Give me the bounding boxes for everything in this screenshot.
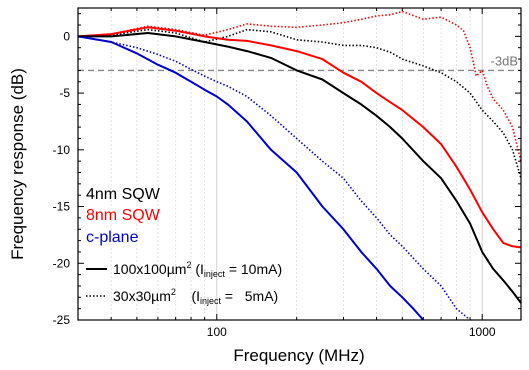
legend-solid-sup: 2 [186, 260, 191, 270]
y-tick-label: -25 [53, 313, 71, 327]
legend-dotted-current: = 5mA) [221, 288, 278, 304]
series-line-8nm-sqw-100x100 [77, 26, 522, 249]
legend-solid-size: 100x100µm [113, 261, 186, 277]
legend-item-4nm: 4nm SQW [86, 186, 161, 203]
y-tick-label: -20 [53, 256, 71, 270]
y-tick-label: -15 [53, 200, 71, 214]
legend-dotted-sub: inject [200, 296, 222, 306]
legend: 4nm SQW 8nm SQW c-plane 100x100µm2 (Iinj… [86, 186, 282, 306]
series-line-8nm-sqw-30x30 [77, 10, 522, 162]
reference-line-label: -3dB [491, 53, 518, 68]
legend-solid-sub: inject [204, 269, 226, 279]
legend-solid-current-prefix: (I [191, 261, 203, 277]
legend-item-cplane: c-plane [86, 229, 139, 246]
y-tick-label: -10 [53, 143, 71, 157]
y-tick-label: -5 [59, 86, 70, 100]
legend-dotted-size: 30x30µm [113, 288, 171, 304]
legend-solid-label: 100x100µm2 (Iinject = 10mA) [113, 260, 282, 279]
legend-dotted-label: 30x30µm2 (Iinject = 5mA) [113, 287, 278, 306]
x-axis-title: Frequency (MHz) [233, 346, 364, 365]
x-tick-label: 1000 [469, 325, 496, 339]
y-axis-title: Frequency response (dB) [8, 68, 27, 260]
y-tick-label: 0 [63, 29, 70, 43]
plot-frame [77, 7, 522, 321]
legend-solid-current: = 10mA) [225, 261, 282, 277]
legend-dotted-sup: 2 [171, 287, 176, 297]
grid [110, 8, 483, 320]
reference-line-group: -3dB [78, 53, 521, 72]
series-line-4nm-sqw-100x100 [78, 32, 522, 304]
series-line-c-plane-100x100 [77, 35, 425, 321]
legend-dotted-current-prefix: (I [176, 288, 200, 304]
ticks: 0 -5 -10 -15 -20 -25 100 1000 [53, 8, 521, 339]
legend-item-8nm: 8nm SQW [86, 207, 161, 224]
series-line-c-plane-30x30 [77, 35, 471, 321]
series-group [77, 10, 522, 321]
x-tick-label: 100 [207, 325, 227, 339]
